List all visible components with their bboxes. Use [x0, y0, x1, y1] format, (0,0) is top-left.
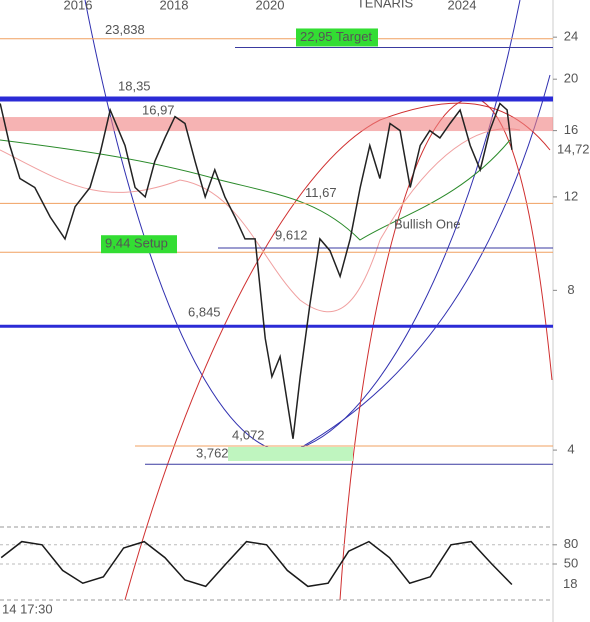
level-label: 23,838 [105, 22, 145, 37]
level-label: 3,762 [196, 446, 229, 461]
level-label: 22,95 Target [300, 29, 372, 44]
y-tick-label: 24 [564, 29, 578, 44]
annotation: Bullish One [394, 216, 460, 231]
last-value-label: 14,72 [557, 141, 590, 156]
x-tick-label: 2016 [64, 0, 93, 12]
level-label: 9,612 [275, 227, 308, 242]
y-tick-label: 12 [564, 188, 578, 203]
x-tick-label: 2020 [256, 0, 285, 12]
y-tick-label: 20 [564, 71, 578, 86]
y-tick-label: 80 [564, 536, 578, 551]
level-label: 18,35 [118, 78, 151, 93]
y-tick-label: 4 [567, 442, 574, 457]
level-label: 6,845 [188, 305, 221, 320]
x-tick-label: 2024 [448, 0, 477, 12]
x-tick-label: 2018 [160, 0, 189, 12]
y-tick-label: 16 [564, 122, 578, 137]
level-label: 16,97 [142, 102, 175, 117]
parabola [299, 74, 551, 449]
price-line [0, 102, 513, 439]
level-label: 9,44 Setup [105, 236, 168, 251]
curve [124, 102, 551, 601]
oscillator-value: 18 [563, 576, 577, 591]
level-label: 11,67 [305, 185, 337, 200]
timestamp: 14 17:30 [2, 601, 53, 616]
label-box [101, 235, 177, 254]
y-tick-label: 8 [567, 282, 574, 297]
moving-average [0, 128, 521, 313]
price-line [0, 540, 513, 588]
resistance-zone [0, 117, 553, 132]
y-tick-label: 50 [564, 555, 578, 570]
chart-title: TENARIS [357, 0, 414, 10]
level-label: 4,072 [232, 427, 265, 442]
label-box [228, 446, 353, 461]
label-box [296, 28, 378, 47]
